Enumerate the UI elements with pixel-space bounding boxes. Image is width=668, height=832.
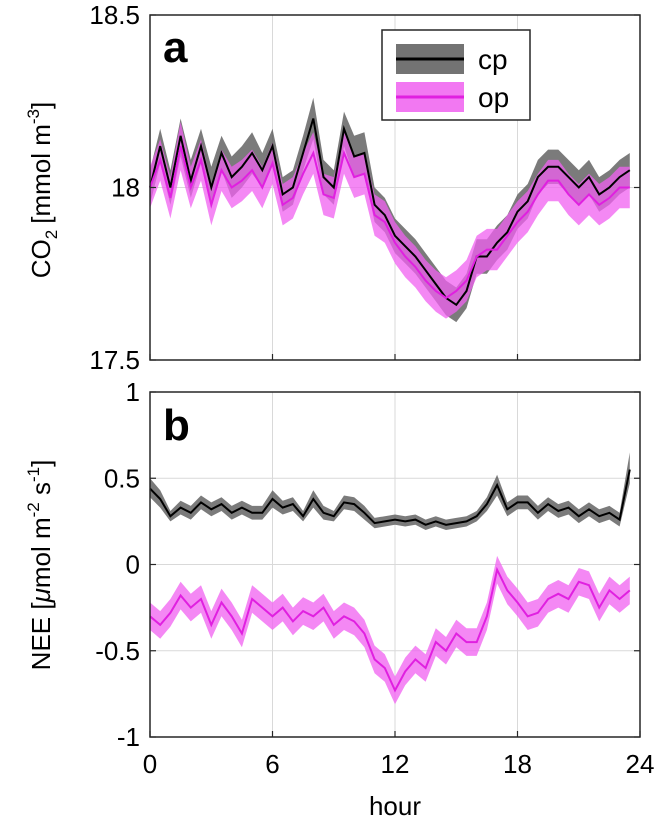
panel-a-ylabel-unit-sup: -3: [24, 109, 43, 124]
panel-b-x-ticks: 0 6 12 18 24: [143, 749, 655, 779]
panel-b-lines: [149, 469, 631, 693]
panel-b-nee: -1-0.500.51 0 6 12 18 24 b NEE [μmol m-2 s-1…: [24, 377, 654, 779]
panel-b-ylabel-unit-a: mol m: [26, 517, 56, 588]
panel-a-ylabel-main: CO: [26, 239, 56, 278]
panel-b-ylabel-unit-suffix: ]: [26, 460, 56, 467]
panel-a-line-cp: [149, 118, 631, 307]
panel-b-ytick-label-2: 0: [126, 550, 140, 580]
panel-b-xtick-label-1: 6: [265, 749, 279, 779]
legend-entry-cp: cp: [396, 44, 508, 75]
panel-b-ytick-label-0: -1: [117, 722, 140, 752]
legend-op-label: op: [478, 82, 509, 113]
panel-b-ytick-label-1: -0.5: [95, 636, 140, 666]
panel-a-y-ticks: 17.5 18 18.5: [89, 0, 641, 375]
panel-b-xtick-label-2: 12: [381, 749, 410, 779]
panel-b-ylabel-sup1: -2: [24, 502, 43, 517]
legend: cp op: [381, 29, 531, 121]
legend-entry-op: op: [396, 82, 509, 113]
panel-b-ylabel: NEE [μmol m-2 s-1]: [24, 460, 56, 671]
panel-a-line-op: [149, 145, 630, 300]
panel-a-ylabel-sub: 2: [42, 230, 61, 239]
x-axis-label: hour: [369, 791, 421, 821]
panel-b-ylabel-unit-b: s: [26, 482, 56, 502]
panel-b-xtick-label-0: 0: [143, 749, 157, 779]
panel-a-co2: 17.5 18 18.5 a cp op CO2 [mmol m-3]: [24, 0, 641, 375]
panel-b-ylabel-sup2: -1: [24, 467, 43, 482]
panel-a-label: a: [163, 23, 188, 72]
panel-a-ytick-label-0: 17.5: [89, 345, 140, 375]
panel-b-ytick-label-4: 1: [126, 377, 140, 407]
panel-b-ylabel-mu: μ: [26, 588, 56, 603]
panel-a-ylabel-unit-suffix: ]: [26, 102, 56, 109]
panel-b-xtick-label-4: 24: [626, 749, 655, 779]
panel-b-xtick-label-3: 18: [503, 749, 532, 779]
panel-a-ytick-label-1: 18: [111, 173, 140, 203]
legend-cp-label: cp: [478, 44, 508, 75]
panel-b-band-cp: [150, 452, 630, 530]
panel-b-label: b: [163, 401, 190, 450]
panel-b-line-op: [149, 566, 631, 693]
panel-b-y-ticks: -1 -0.5 0 0.5 1: [95, 377, 641, 752]
panel-a-ylabel-unit-prefix: [mmol m: [26, 124, 56, 224]
panel-b-ylabel-main: NEE [: [26, 602, 56, 671]
panel-b-ytick-label-3: 0.5: [104, 463, 140, 493]
panel-a-ylabel: CO2 [mmol m-3]: [24, 102, 61, 279]
panel-b-line-cp: [149, 469, 631, 526]
panel-a-ytick-label-2: 18.5: [89, 0, 140, 30]
panel-a-lines: [149, 118, 631, 307]
